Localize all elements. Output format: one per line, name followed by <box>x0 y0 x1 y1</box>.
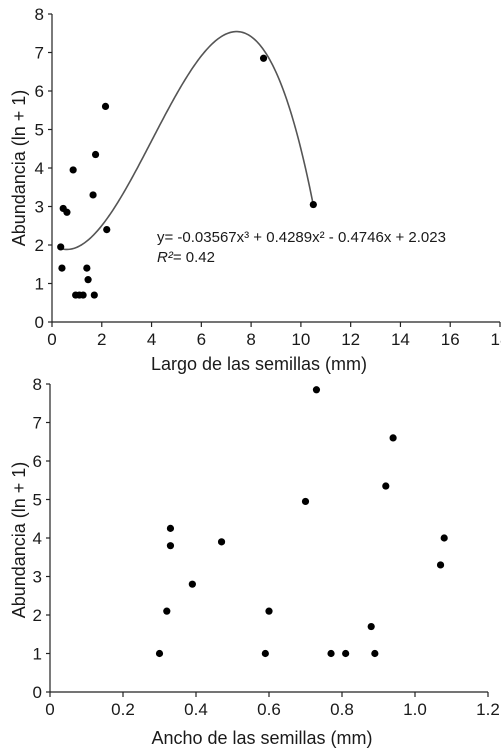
chart-ancho-y-tick-label: 6 <box>33 452 42 471</box>
chart-ancho-y-ticks: 0 1 2 3 4 5 6 7 8 <box>33 375 50 702</box>
chart-ancho-data-point <box>166 542 175 550</box>
chart-ancho-data-point <box>389 434 397 442</box>
chart-largo-data-point <box>84 276 92 284</box>
chart-largo-y-tick-label: 7 <box>35 44 44 63</box>
chart-ancho-y-tick-label: 1 <box>33 645 42 664</box>
chart-ancho-y-tick-label: 7 <box>33 414 42 433</box>
chart-largo-x-tick-label: 18 <box>491 330 501 349</box>
chart-ancho-data-point <box>166 524 175 532</box>
chart-largo-axes <box>51 14 500 323</box>
chart-largo-y-tick-label: 4 <box>35 159 44 178</box>
chart-ancho-y-tick-label: 4 <box>33 529 42 548</box>
chart-largo-y-axis-title: Abundancia (ln + 1) <box>9 90 29 247</box>
chart-ancho-data-point <box>327 649 335 658</box>
chart-largo-x-tick-label: 12 <box>341 330 360 349</box>
chart-ancho-data-point <box>217 538 226 546</box>
chart-largo-y-tick-label: 3 <box>35 198 44 217</box>
chart-largo-data-point <box>309 200 317 209</box>
chart-ancho-axes <box>49 384 488 693</box>
chart-ancho-data-point <box>436 561 445 569</box>
chart-ancho-data-point <box>301 497 310 506</box>
chart-largo-r2-label: R² <box>157 249 174 266</box>
chart-largo-equation: y= -0.03567x³ + 0.4289x² - 0.4746x + 2.0… <box>157 229 446 246</box>
chart-largo-data-point <box>63 208 71 216</box>
chart-largo-y-tick-label: 6 <box>35 82 44 101</box>
chart-largo-x-tick-label: 0 <box>47 330 56 349</box>
chart-ancho-data-point <box>312 386 321 394</box>
chart-largo-data-point <box>69 166 77 174</box>
chart-largo-x-ticks: 0 2 4 6 8 10 12 14 16 18 <box>47 322 501 349</box>
chart-largo-data-point <box>90 291 98 299</box>
chart-largo-x-tick-label: 8 <box>246 330 255 349</box>
chart-largo-r2-value: = 0.42 <box>173 249 215 266</box>
chart-largo-y-tick-label: 0 <box>35 313 44 332</box>
chart-largo-x-tick-label: 4 <box>147 330 156 349</box>
chart-largo-points <box>57 54 317 299</box>
chart-largo-data-point <box>57 243 65 251</box>
chart-largo-trendline <box>59 30 315 251</box>
chart-largo-x-tick-label: 14 <box>391 330 410 349</box>
chart-ancho-y-tick-label: 0 <box>33 683 42 702</box>
chart-ancho-x-tick-label: 0.4 <box>184 700 208 719</box>
chart-ancho-data-point <box>367 622 375 631</box>
chart-ancho-data-point <box>261 649 269 658</box>
chart-ancho-data-point <box>342 649 350 658</box>
chart-ancho-x-tick-label: 1.2 <box>476 700 500 719</box>
chart-ancho-x-tick-label: 0.2 <box>111 700 135 719</box>
chart-ancho-y-tick-label: 5 <box>33 491 42 510</box>
chart-largo-x-tick-label: 2 <box>97 330 106 349</box>
chart-largo-x-tick-label: 10 <box>291 330 310 349</box>
chart-ancho-y-tick-label: 3 <box>33 568 42 587</box>
chart-ancho-y-tick-label: 8 <box>33 375 42 394</box>
chart-largo-data-point <box>91 150 100 159</box>
chart-ancho-data-point <box>382 482 390 490</box>
chart-ancho-data-point <box>440 534 448 542</box>
chart-ancho-data-point <box>265 607 273 615</box>
chart-ancho-x-tick-label: 0.8 <box>330 700 354 719</box>
chart-largo-r2: R²= 0.42 <box>157 249 215 266</box>
chart-largo-data-point <box>83 264 91 272</box>
chart-largo-y-ticks: 0 1 2 3 4 5 6 7 8 <box>35 5 52 332</box>
chart-ancho-points <box>155 386 448 658</box>
chart-ancho-x-tick-label: 0.6 <box>257 700 281 719</box>
chart-ancho-x-ticks: 0 0.2 0.4 0.6 0.8 1.0 1.2 <box>45 692 500 719</box>
chart-largo-data-point <box>101 102 110 110</box>
chart-ancho-data-point <box>155 649 164 658</box>
chart-ancho-data-point <box>188 580 196 588</box>
chart-largo-data-point <box>103 226 111 234</box>
chart-largo-y-tick-label: 8 <box>35 5 44 24</box>
chart-ancho-data-point <box>163 607 171 615</box>
chart-largo-data-point <box>259 54 268 62</box>
chart-ancho-y-tick-label: 2 <box>33 606 42 625</box>
chart-largo-x-tick-label: 6 <box>197 330 206 349</box>
chart-largo-x-axis-title: Largo de las semillas (mm) <box>151 354 367 374</box>
chart-ancho-y-axis-title: Abundancia (ln + 1) <box>9 462 29 619</box>
chart-largo-data-point <box>79 291 87 299</box>
chart-largo-y-tick-label: 2 <box>35 236 44 255</box>
chart-largo-y-tick-label: 1 <box>35 275 44 294</box>
chart-ancho-x-axis-title: Ancho de las semillas (mm) <box>151 728 372 748</box>
chart-ancho-x-tick-label: 0 <box>45 700 54 719</box>
chart-ancho-x-tick-label: 1.0 <box>403 700 427 719</box>
chart-largo-data-point <box>89 191 97 199</box>
chart-largo-x-tick-label: 16 <box>441 330 460 349</box>
chart-ancho-data-point <box>371 649 379 658</box>
chart-largo-data-point <box>58 264 66 272</box>
chart-largo-y-tick-label: 5 <box>35 121 44 140</box>
chart-ancho: 0 1 2 3 4 5 6 7 8 0 0.2 0.4 0.6 0.8 1.0 1.2 Ancho de l… <box>9 375 500 748</box>
